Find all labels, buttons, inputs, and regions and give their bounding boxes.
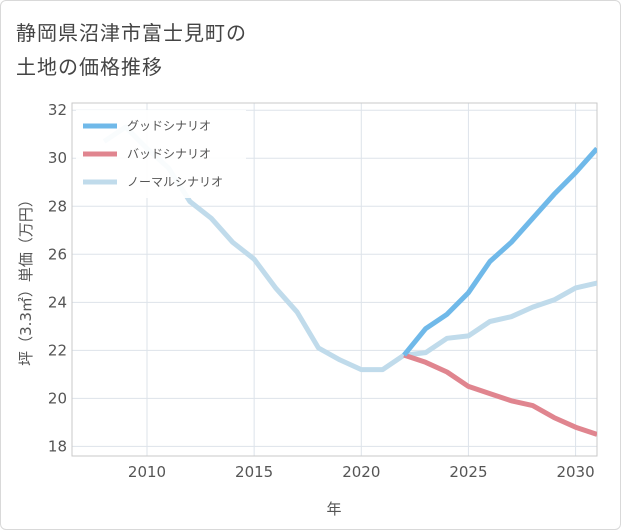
legend-label-1: バッドシナリオ [127,147,211,161]
legend-label-2: ノーマルシナリオ [127,175,223,189]
x-axis-title: 年 [326,500,341,518]
chart-title: 静岡県沼津市富士見町の 土地の価格推移 [16,16,247,84]
y-tick-label-20: 20 [48,389,67,407]
x-tick-label-2020: 2020 [342,463,380,481]
x-tick-label-2025: 2025 [449,463,487,481]
title-line-2: 土地の価格推移 [16,55,163,79]
y-tick-label-24: 24 [48,293,67,311]
title-line-1: 静岡県沼津市富士見町の [16,21,247,45]
x-tick-label-2010: 2010 [128,463,166,481]
y-tick-label-30: 30 [48,149,67,167]
grid-lines [72,103,597,456]
y-axis-ticks: 18 20 22 24 26 28 30 32 [48,101,67,455]
legend-label-0: グッドシナリオ [127,119,211,133]
series-line-1 [403,352,597,437]
y-tick-label-22: 22 [48,341,67,359]
y-tick-label-32: 32 [48,101,67,119]
y-axis-title: 坪（3.3㎡）単価（万円） [17,192,35,366]
y-tick-label-28: 28 [48,197,67,215]
series-line-0 [402,146,597,357]
y-tick-label-18: 18 [48,437,67,455]
x-tick-label-2015: 2015 [235,463,273,481]
x-axis-ticks: 2010 2015 2020 2025 2030 [128,463,595,481]
y-tick-label-26: 26 [48,245,67,263]
x-tick-label-2030: 2030 [556,463,594,481]
plot-area-border [71,102,598,457]
